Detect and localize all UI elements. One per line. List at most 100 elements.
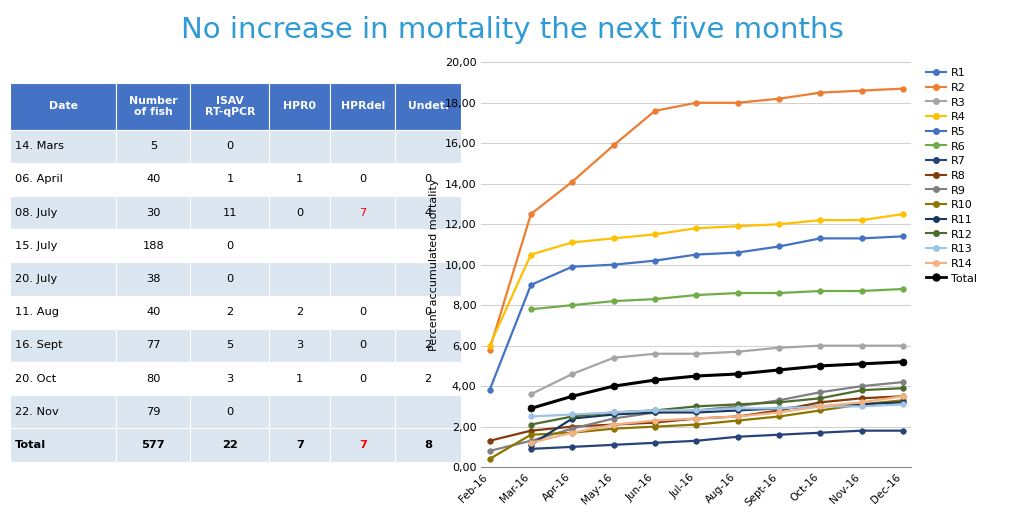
R13	[814, 403, 826, 409]
Text: 1: 1	[296, 174, 303, 184]
R12	[649, 407, 662, 414]
Bar	[10, 395, 116, 428]
R6	[897, 286, 909, 292]
Text: 06. April: 06. April	[14, 174, 62, 184]
Bar	[190, 196, 269, 229]
R3	[897, 343, 909, 349]
R7	[731, 433, 743, 440]
Bar	[395, 395, 461, 428]
Line: Total: Total	[527, 359, 906, 412]
R14	[566, 430, 579, 436]
Text: 5: 5	[150, 141, 157, 151]
Text: 11. Aug: 11. Aug	[14, 307, 58, 317]
R10	[897, 397, 909, 403]
R11	[607, 412, 620, 418]
R4	[649, 231, 662, 237]
Total	[856, 361, 868, 367]
Line: R1: R1	[486, 234, 906, 393]
Bar	[269, 83, 330, 130]
Total	[649, 377, 662, 383]
R1	[649, 257, 662, 264]
R13	[607, 409, 620, 416]
R13	[524, 413, 537, 419]
Bar	[190, 329, 269, 362]
Bar	[116, 295, 190, 329]
R9	[814, 389, 826, 395]
R13	[690, 407, 702, 414]
R11	[649, 409, 662, 416]
Y-axis label: Percent accumulated mortality: Percent accumulated mortality	[429, 179, 439, 351]
R6	[773, 290, 785, 296]
Bar	[10, 163, 116, 196]
Text: Date: Date	[49, 101, 78, 111]
Bar	[116, 428, 190, 461]
R2	[731, 100, 743, 106]
R10	[773, 413, 785, 419]
Text: 11: 11	[222, 208, 238, 217]
Bar	[190, 428, 269, 461]
Text: HPRdel: HPRdel	[341, 101, 385, 111]
R7	[566, 444, 579, 450]
R4	[897, 211, 909, 217]
R8	[566, 424, 579, 430]
R14	[607, 421, 620, 428]
Bar	[10, 196, 116, 229]
Bar	[10, 362, 116, 395]
R12	[607, 409, 620, 416]
Bar	[269, 395, 330, 428]
Line: R6: R6	[528, 286, 906, 312]
R9	[649, 409, 662, 416]
R9	[856, 383, 868, 389]
R1	[773, 243, 785, 250]
R1	[566, 264, 579, 270]
Total	[773, 367, 785, 373]
R3	[607, 354, 620, 361]
R9	[566, 426, 579, 432]
Bar	[116, 130, 190, 163]
R4	[814, 217, 826, 223]
R11	[856, 401, 868, 407]
R9	[524, 438, 537, 444]
Text: 20. Oct: 20. Oct	[14, 374, 56, 384]
R3	[690, 351, 702, 357]
Total	[897, 359, 909, 365]
R2	[607, 142, 620, 148]
Text: 3: 3	[226, 374, 233, 384]
Text: Total: Total	[14, 440, 46, 450]
R4	[607, 235, 620, 241]
R6	[731, 290, 743, 296]
Text: 79: 79	[146, 407, 161, 417]
R6	[814, 288, 826, 294]
Text: 0: 0	[226, 274, 233, 284]
Bar	[190, 263, 269, 295]
R11	[897, 399, 909, 405]
R3	[731, 349, 743, 355]
Bar	[190, 163, 269, 196]
Legend: R1, R2, R3, R4, R5, R6, R7, R8, R9, R10, R11, R12, R13, R14, Total: R1, R2, R3, R4, R5, R6, R7, R8, R9, R10,…	[926, 68, 977, 283]
Bar	[116, 196, 190, 229]
R6	[649, 296, 662, 302]
R4	[690, 225, 702, 231]
R12	[814, 395, 826, 401]
R11	[690, 409, 702, 416]
R2	[814, 89, 826, 95]
R9	[897, 379, 909, 385]
Text: 0: 0	[296, 208, 303, 217]
R2	[897, 86, 909, 92]
Bar	[395, 329, 461, 362]
R4	[856, 217, 868, 223]
Text: 7: 7	[296, 440, 304, 450]
R14	[814, 403, 826, 409]
R9	[731, 403, 743, 409]
Bar	[10, 83, 116, 130]
Line: R14: R14	[528, 393, 906, 446]
Bar	[269, 163, 330, 196]
Bar	[395, 196, 461, 229]
R10	[524, 432, 537, 438]
Text: 22: 22	[222, 440, 238, 450]
R2	[566, 179, 579, 185]
R9	[690, 407, 702, 414]
R8	[731, 413, 743, 419]
R10	[566, 430, 579, 436]
R13	[773, 405, 785, 412]
